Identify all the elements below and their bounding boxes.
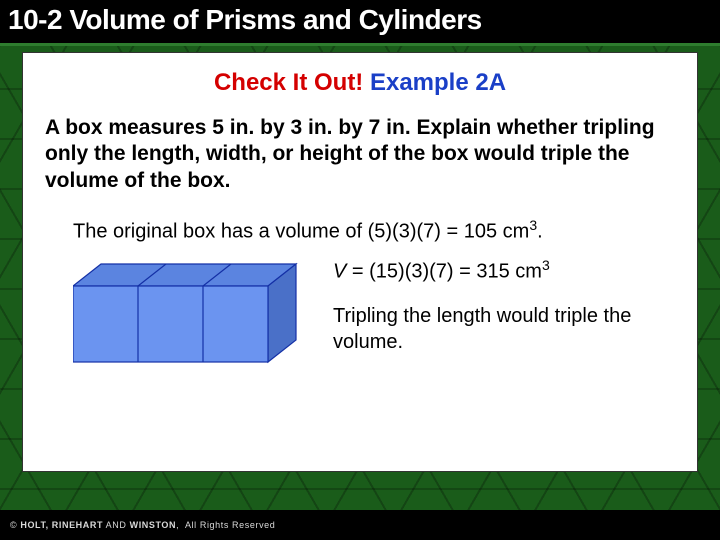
example-label: Example 2A bbox=[370, 69, 506, 96]
lesson-header: 10-2 Volume of Prisms and Cylinders bbox=[0, 0, 720, 46]
answer-original-volume: The original box has a volume of (5)(3)(… bbox=[73, 216, 675, 245]
check-heading: Check It Out! Example 2A bbox=[45, 69, 675, 97]
computation-block: V = (15)(3)(7) = 315 cm3 Tripling the le… bbox=[333, 256, 675, 373]
footer-bar: © HOLT, RINEHART AND WINSTON, All Rights… bbox=[0, 510, 720, 540]
check-label: Check It Out! bbox=[214, 69, 363, 96]
problem-text: A box measures 5 in. by 3 in. by 7 in. E… bbox=[45, 115, 675, 194]
conclusion-text: Tripling the length would triple the vol… bbox=[333, 303, 675, 355]
lower-row: V = (15)(3)(7) = 315 cm3 Tripling the le… bbox=[73, 256, 675, 373]
content-card: Check It Out! Example 2A A box measures … bbox=[22, 52, 698, 472]
copyright-text: © HOLT, RINEHART AND WINSTON, All Rights… bbox=[0, 520, 720, 530]
lesson-title: 10-2 Volume of Prisms and Cylinders bbox=[8, 4, 482, 35]
box-diagram bbox=[73, 262, 303, 372]
volume-formula: V = (15)(3)(7) = 315 cm3 bbox=[333, 256, 675, 285]
